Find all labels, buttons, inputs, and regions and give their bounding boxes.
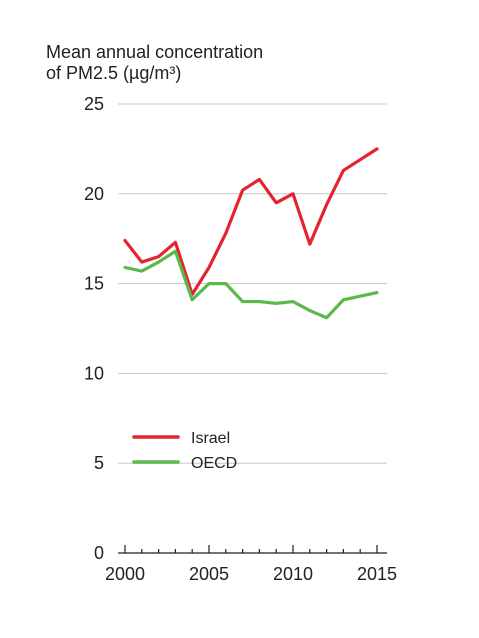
y-tick-label-5: 5 <box>94 453 104 473</box>
chart-title-line-2: of PM2.5 (µg/m³) <box>46 63 182 83</box>
y-tick-label-10: 10 <box>84 363 104 383</box>
y-tick-label-15: 15 <box>84 274 104 294</box>
y-tick-label-0: 0 <box>94 543 104 563</box>
series-line-oecd <box>123 249 379 320</box>
y-tick-label-20: 20 <box>84 184 104 204</box>
x-axis <box>118 545 387 554</box>
grid-lines <box>118 103 387 464</box>
x-tick-label-2015: 2015 <box>357 564 397 584</box>
legend-label-oecd: OECD <box>191 455 237 472</box>
x-tick-labels: 2000 2005 2010 2015 <box>105 564 397 584</box>
x-tick-label-2010: 2010 <box>273 564 313 584</box>
x-tick-label-2005: 2005 <box>189 564 229 584</box>
y-tick-label-25: 25 <box>84 94 104 114</box>
x-tick-label-2000: 2000 <box>105 564 145 584</box>
chart-title: Mean annual concentration of PM2.5 (µg/m… <box>46 42 263 84</box>
y-tick-labels: 0 5 10 15 20 25 <box>84 94 104 563</box>
legend: Israel OECD <box>132 430 237 472</box>
legend-label-israel: Israel <box>191 430 230 447</box>
chart-title-line-1: Mean annual concentration <box>46 42 264 62</box>
series-lines <box>123 147 379 320</box>
series-line-israel <box>123 147 379 296</box>
